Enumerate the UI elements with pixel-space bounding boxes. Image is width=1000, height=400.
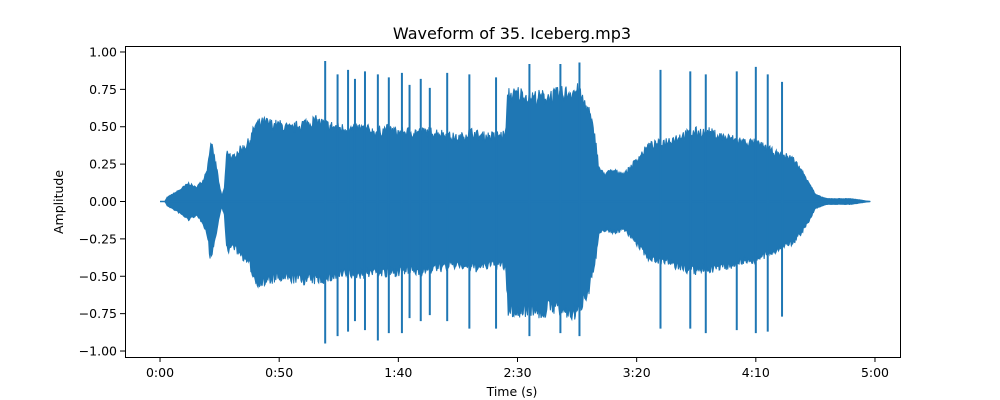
x-tick-label: 0:00 [146, 365, 174, 380]
y-tick-label: −1.00 [79, 344, 117, 359]
waveform-series [160, 60, 871, 344]
y-tick-label: −0.50 [79, 269, 117, 284]
y-tick-label: 1.00 [89, 44, 117, 59]
x-axis-label: Time (s) [486, 384, 538, 399]
x-tick-label: 2:30 [503, 365, 531, 380]
y-tick-label: −0.75 [79, 306, 117, 321]
y-axis: −1.00 −0.75 −0.50 −0.25 0.00 0.25 0.50 0.75 1.00 [79, 44, 125, 359]
y-tick-label: 0.75 [89, 82, 117, 97]
plot-frame [125, 46, 901, 358]
chart-title: Waveform of 35. Iceberg.mp3 [393, 24, 631, 43]
x-tick-label: 1:40 [384, 365, 412, 380]
y-tick-label: 0.50 [89, 119, 117, 134]
x-tick-label: 0:50 [265, 365, 293, 380]
y-axis-label: Amplitude [51, 170, 66, 234]
x-tick-label: 3:20 [623, 365, 651, 380]
y-tick-label: −0.25 [79, 231, 117, 246]
x-axis: 0:00 0:50 1:40 2:30 3:20 4:10 5:00 [146, 357, 889, 380]
y-tick-label: 0.00 [89, 194, 117, 209]
x-tick-label: 5:00 [861, 365, 889, 380]
x-tick-label: 4:10 [742, 365, 770, 380]
y-tick-label: 0.25 [89, 157, 117, 172]
